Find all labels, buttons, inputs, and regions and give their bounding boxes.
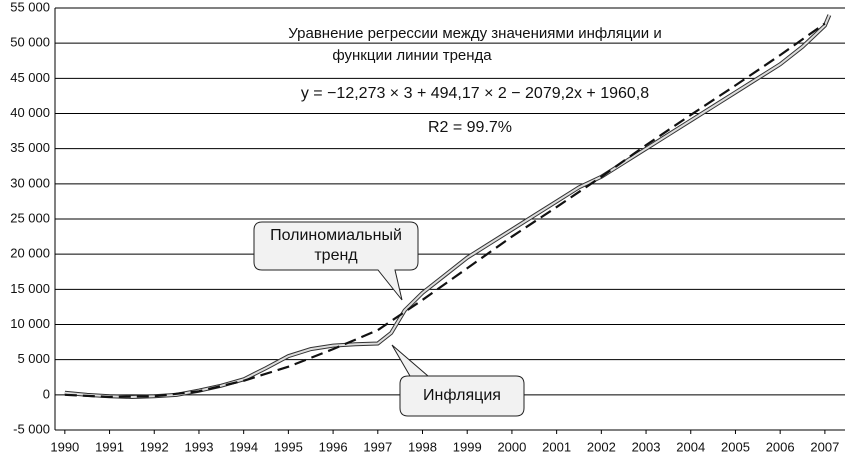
x-tick-label: 2001	[542, 439, 571, 454]
inflation-label: Инфляция	[423, 387, 501, 404]
y-tick-label: 45 000	[10, 70, 50, 85]
x-tick-label: 2003	[632, 439, 661, 454]
series-line-halo	[64, 14, 832, 399]
y-tick-label: 55 000	[10, 0, 50, 14]
x-tick-label: 2006	[766, 439, 795, 454]
trend-callout	[253, 221, 419, 301]
x-tick-label: 2007	[810, 439, 839, 454]
inflation-callout	[391, 344, 525, 417]
x-tick-label: 1992	[140, 439, 169, 454]
y-tick-label: 25 000	[10, 210, 50, 225]
y-tick-label: 50 000	[10, 35, 50, 50]
y-tick-label: 40 000	[10, 105, 50, 120]
y-tick-label: 35 000	[10, 140, 50, 155]
title-line: функции линии тренда	[332, 47, 492, 64]
series-line	[64, 14, 831, 398]
x-tick-label: 2004	[676, 439, 705, 454]
r-squared: R2 = 99.7%	[428, 119, 512, 136]
x-tick-label: 1996	[319, 439, 348, 454]
y-tick-label: 30 000	[10, 175, 50, 190]
y-tick-label: 20 000	[10, 246, 50, 261]
x-tick-label: 2002	[587, 439, 616, 454]
x-tick-label: 1993	[185, 439, 214, 454]
x-tick-label: 1990	[50, 439, 79, 454]
x-tick-label: 2000	[497, 439, 526, 454]
y-tick-label: 15 000	[10, 281, 50, 296]
y-tick-label: -5 000	[13, 421, 50, 436]
x-tick-label: 1991	[95, 439, 124, 454]
x-tick-label: 1995	[274, 439, 303, 454]
x-tick-label: 1998	[408, 439, 437, 454]
x-tick-label: 1994	[229, 439, 258, 454]
y-tick-label: 0	[43, 386, 50, 401]
series-line	[64, 22, 826, 399]
y-tick-label: 5 000	[17, 351, 50, 366]
x-tick-label: 1997	[363, 439, 392, 454]
x-tick-label: 1999	[453, 439, 482, 454]
trend-label: Полиномиальный тренд	[270, 227, 402, 264]
equation: y = −12,273 × 3 + 494,17 × 2 − 2079,2x +…	[301, 85, 649, 102]
x-tick-label: 2005	[721, 439, 750, 454]
title-line: Уравнение регрессии между значениями инф…	[288, 25, 661, 42]
y-tick-label: 10 000	[10, 316, 50, 331]
